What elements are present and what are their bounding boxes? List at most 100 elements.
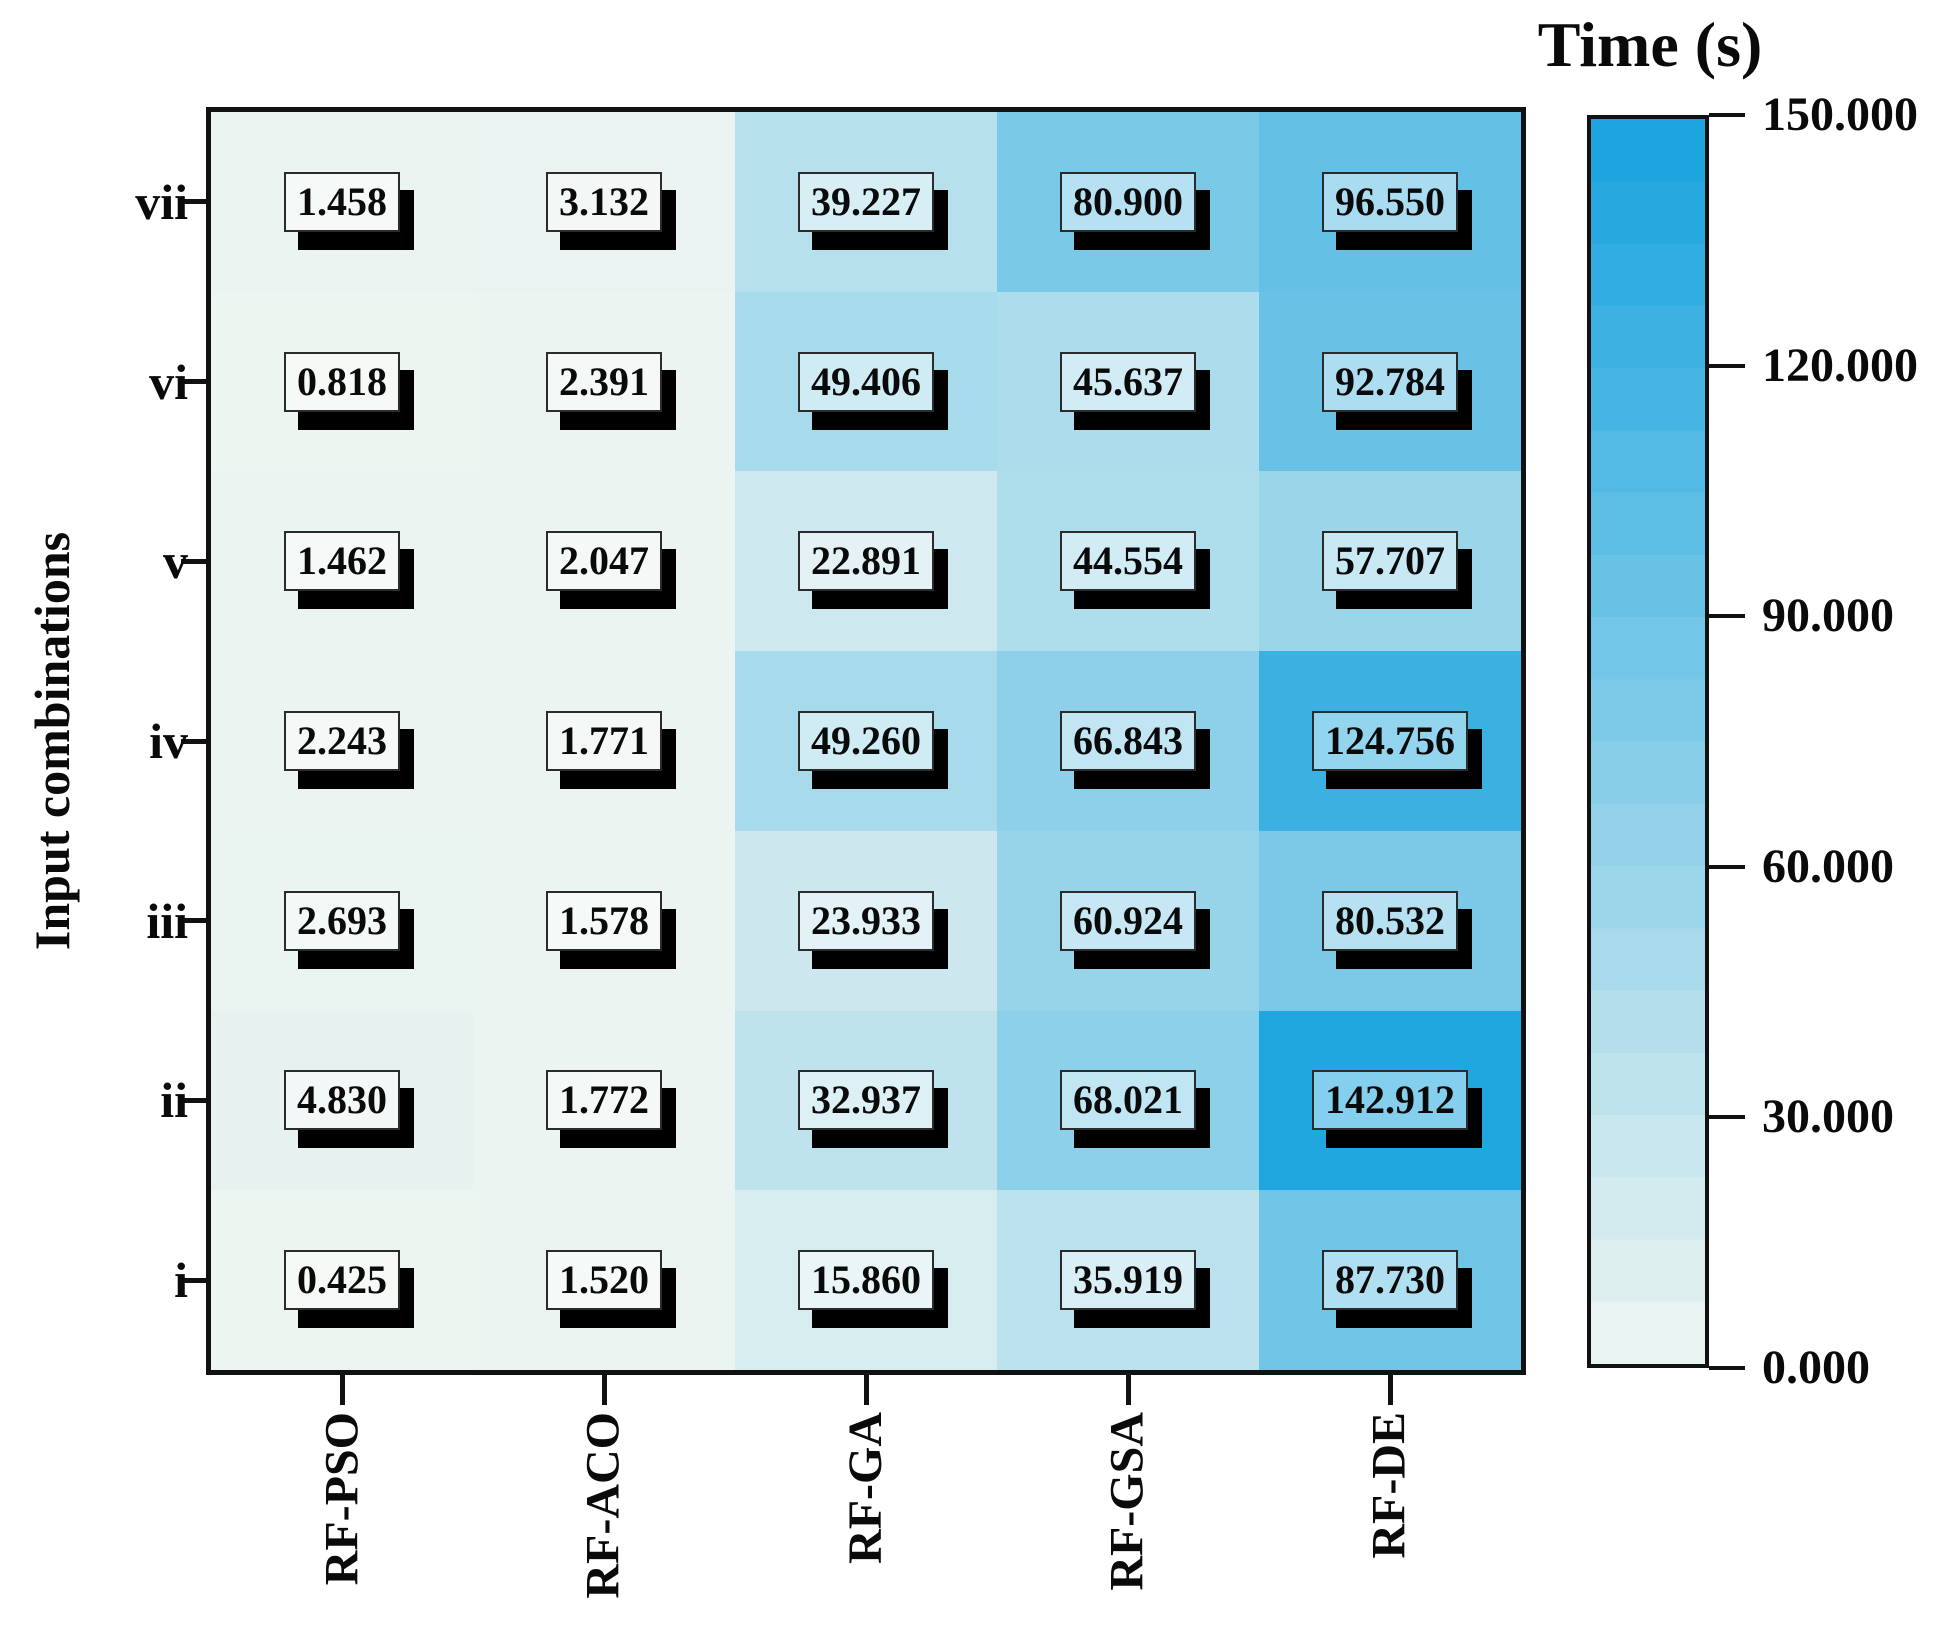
cell-value-label: 2.047 <box>546 531 662 592</box>
cell-value-label: 1.771 <box>546 710 662 771</box>
heatmap-cell: 23.933 <box>735 830 997 1011</box>
colorbar-tick-mark <box>1709 864 1745 869</box>
heatmap-cell: 57.707 <box>1259 471 1521 652</box>
heatmap-cell: 1.462 <box>211 471 473 652</box>
x-tick-label: RF-DE <box>1363 1412 1416 1559</box>
y-tick-mark <box>181 918 211 924</box>
cell-value-label: 0.818 <box>284 351 400 412</box>
cell-value-label: 80.532 <box>1322 890 1458 951</box>
cell-value-label: 39.227 <box>798 171 934 232</box>
heatmap-cell: 2.243 <box>211 651 473 831</box>
cell-value-label: 15.860 <box>798 1250 934 1311</box>
y-tick-label: iv <box>149 713 188 769</box>
heatmap-cell: 1.520 <box>473 1190 735 1370</box>
cell-value-label: 96.550 <box>1322 171 1458 232</box>
heatmap-cell: 3.132 <box>473 112 735 292</box>
x-tick-label: RF-PSO <box>315 1412 368 1586</box>
heatmap-cell: 1.772 <box>473 1010 735 1191</box>
cell-value-label: 87.730 <box>1322 1250 1458 1311</box>
heatmap-cell: 2.693 <box>211 830 473 1011</box>
heatmap-cell: 4.830 <box>211 1010 473 1191</box>
colorbar-tick-label: 90.000 <box>1762 589 1894 643</box>
colorbar-tick-mark <box>1709 363 1745 368</box>
y-tick-label: v <box>163 533 188 590</box>
heatmap-cell: 39.227 <box>735 112 997 292</box>
cell-value-label: 66.843 <box>1060 710 1196 771</box>
x-tick-mark <box>339 1375 345 1405</box>
y-tick-label: iii <box>146 892 188 949</box>
cell-value-label: 23.933 <box>798 890 934 951</box>
heatmap-cell: 80.532 <box>1259 830 1521 1011</box>
cell-value-label: 49.260 <box>798 710 934 771</box>
colorbar-tick-label: 0.000 <box>1762 1341 1870 1394</box>
cell-value-label: 1.462 <box>284 531 400 592</box>
cell-value-label: 1.458 <box>284 171 400 232</box>
heatmap-cell: 44.554 <box>997 471 1259 652</box>
heatmap-cell: 66.843 <box>997 651 1259 831</box>
y-tick-mark <box>181 738 211 744</box>
heatmap-plot-area: 1.458 3.132 39.227 80.900 96.550 0.818 2.391 49… <box>206 107 1526 1375</box>
y-tick-mark <box>181 1097 211 1103</box>
heatmap-cell: 0.425 <box>211 1190 473 1370</box>
cell-value-label: 4.830 <box>284 1070 400 1131</box>
heatmap-cell: 92.784 <box>1259 291 1521 472</box>
x-tick-label: RF-GA <box>839 1412 892 1564</box>
colorbar-title: Time (s) <box>1537 9 1763 80</box>
x-tick-mark <box>601 1375 607 1405</box>
heatmap-cell: 49.260 <box>735 651 997 831</box>
cell-value-label: 1.772 <box>546 1070 662 1131</box>
cell-value-label: 142.912 <box>1312 1070 1468 1131</box>
cell-value-label: 49.406 <box>798 351 934 412</box>
colorbar <box>1587 115 1709 1368</box>
heatmap-cell: 96.550 <box>1259 112 1521 292</box>
y-tick-label: ii <box>160 1072 188 1129</box>
x-tick-mark <box>1125 1375 1131 1405</box>
cell-value-label: 45.637 <box>1060 351 1196 412</box>
cell-value-label: 124.756 <box>1312 710 1468 771</box>
cell-value-label: 0.425 <box>284 1250 400 1311</box>
cell-value-label: 1.520 <box>546 1250 662 1311</box>
cell-value-label: 60.924 <box>1060 890 1196 951</box>
colorbar-tick-label: 60.000 <box>1762 839 1894 893</box>
cell-value-label: 57.707 <box>1322 531 1458 592</box>
heatmap-cell: 1.458 <box>211 112 473 292</box>
cell-value-label: 3.132 <box>546 171 662 232</box>
colorbar-tick-mark <box>1709 1366 1745 1370</box>
heatmap-cell: 1.771 <box>473 651 735 831</box>
heatmap-cell: 60.924 <box>997 830 1259 1011</box>
y-tick-mark <box>181 199 211 205</box>
x-tick-mark <box>863 1375 869 1405</box>
heatmap-cell: 80.900 <box>997 112 1259 292</box>
y-tick-label: i <box>174 1252 188 1309</box>
x-tick-mark <box>1387 1375 1393 1405</box>
heatmap-cell: 45.637 <box>997 291 1259 472</box>
heatmap-cell: 87.730 <box>1259 1190 1521 1370</box>
cell-value-label: 1.578 <box>546 890 662 951</box>
cell-value-label: 32.937 <box>798 1070 934 1131</box>
cell-value-label: 2.693 <box>284 890 400 951</box>
y-tick-mark <box>181 1277 211 1283</box>
cell-value-label: 68.021 <box>1060 1070 1196 1131</box>
heatmap-cell: 68.021 <box>997 1010 1259 1191</box>
heatmap-cell: 32.937 <box>735 1010 997 1191</box>
cell-value-label: 2.243 <box>284 710 400 771</box>
x-tick-label: RF-GSA <box>1101 1412 1154 1591</box>
y-tick-mark <box>181 558 211 564</box>
colorbar-tick-mark <box>1709 113 1745 117</box>
y-tick-mark <box>181 379 211 385</box>
heatmap-cell: 142.912 <box>1259 1010 1521 1191</box>
heatmap-cell: 35.919 <box>997 1190 1259 1370</box>
heatmap-cell: 22.891 <box>735 471 997 652</box>
colorbar-tick-mark <box>1709 1115 1745 1120</box>
heatmap-cell: 2.391 <box>473 291 735 472</box>
heatmap-cell: 0.818 <box>211 291 473 472</box>
colorbar-tick-mark <box>1709 614 1745 619</box>
colorbar-tick-label: 30.000 <box>1762 1090 1894 1144</box>
x-tick-label: RF-ACO <box>577 1412 630 1599</box>
heatmap-cell: 2.047 <box>473 471 735 652</box>
y-tick-label: vii <box>135 173 188 230</box>
heatmap-cell: 1.578 <box>473 830 735 1011</box>
heatmap-cell: 124.756 <box>1259 651 1521 831</box>
cell-value-label: 80.900 <box>1060 171 1196 232</box>
cell-value-label: 22.891 <box>798 531 934 592</box>
